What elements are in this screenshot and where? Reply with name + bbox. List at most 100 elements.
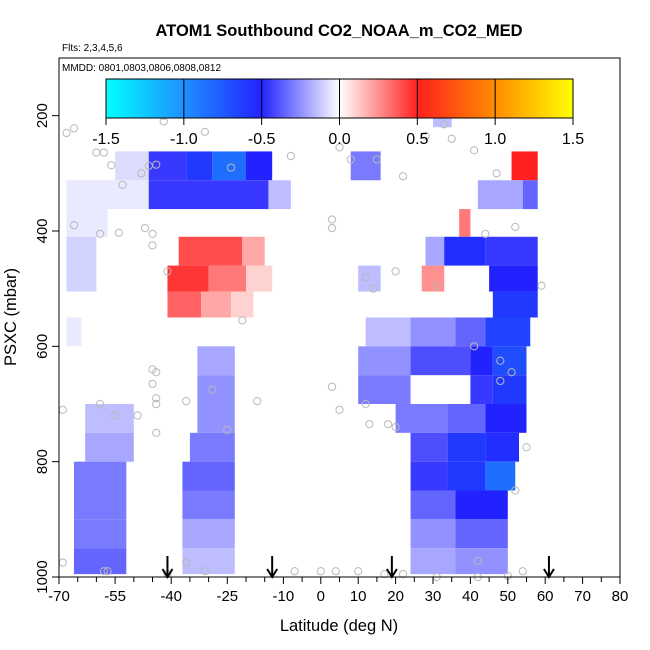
data-point [335, 405, 344, 414]
heatmap-cell [410, 461, 448, 491]
colorbar-tick-label: -0.5 [248, 131, 276, 148]
heatmap-cell [395, 404, 448, 433]
heatmap-cell [182, 519, 235, 549]
data-point [200, 127, 209, 136]
x-tick-label: 30 [425, 588, 442, 605]
heatmap-cell [455, 490, 508, 520]
data-point [238, 316, 247, 325]
heatmap-cell [178, 236, 243, 266]
heatmap-cell [268, 180, 291, 210]
data-point [365, 420, 374, 429]
heatmap-cell [197, 404, 235, 433]
x-tick-label: 70 [574, 588, 591, 605]
data-point [148, 241, 157, 250]
data-point [391, 422, 400, 432]
data-point [111, 411, 120, 420]
data-point [327, 224, 337, 233]
data-point [223, 425, 232, 435]
heatmap-cell [447, 404, 486, 433]
x-axis-label: Latitude (deg N) [280, 617, 398, 635]
data-point [99, 567, 108, 576]
heatmap-cell [410, 432, 448, 462]
heatmap-cell [358, 346, 411, 376]
x-tick-label: 80 [612, 588, 629, 605]
data-point [62, 128, 71, 138]
heatmap-cell [189, 432, 235, 462]
heatmap-cell [73, 490, 127, 520]
data-point [384, 420, 393, 429]
heatmap-cell [358, 375, 411, 404]
heatmap-cell [208, 265, 246, 292]
heatmap-cell [66, 317, 82, 347]
heatmap-cell [485, 432, 520, 462]
data-point [200, 567, 209, 576]
heatmap-cell [459, 209, 471, 237]
heatmap-cell [492, 291, 538, 318]
data-point [152, 160, 161, 169]
y-tick-label: 1000 [34, 560, 51, 593]
chart-title: ATOM1 Southbound CO2_NOAA_m_CO2_MED [155, 22, 522, 40]
data-point [496, 356, 505, 365]
heatmap-cell [522, 180, 538, 210]
heatmap-cell [66, 236, 97, 266]
y-tick-label: 600 [34, 334, 51, 359]
colorbar-tick-label: -1.0 [170, 131, 198, 148]
heatmap-cell [73, 461, 127, 491]
data-point [96, 229, 105, 238]
heatmap-cell [421, 265, 445, 292]
data-point [148, 229, 157, 238]
data-point [152, 368, 161, 377]
plot-area [58, 58, 620, 582]
data-point [226, 163, 236, 172]
data-point [335, 143, 344, 152]
data-point [492, 169, 501, 178]
x-tick-label: 10 [350, 588, 367, 605]
observation-points [58, 102, 546, 582]
data-point [208, 385, 217, 394]
heatmap-cell [201, 291, 232, 318]
colorbar-tick-label: 0.5 [406, 131, 428, 148]
data-point [398, 570, 408, 579]
data-point [107, 161, 116, 170]
heatmap-cell [410, 317, 456, 347]
heatmap-cell [365, 317, 411, 347]
heatmap-cell [197, 346, 235, 376]
data-point [96, 399, 105, 409]
heatmap-cell [492, 346, 527, 376]
x-tick-label: 50 [499, 588, 516, 605]
heatmap-cell [410, 346, 471, 376]
x-tick-label: -25 [216, 588, 238, 605]
heatmap-cell [246, 265, 273, 292]
heatmap-cell [66, 180, 149, 210]
data-point [511, 222, 520, 232]
data-point [148, 379, 157, 388]
data-point [331, 567, 340, 576]
heatmap-cell [470, 375, 493, 404]
x-tick-label: -10 [273, 588, 295, 605]
y-tick-label: 400 [34, 218, 51, 243]
heatmap-cell [115, 151, 149, 181]
heatmap-cell [477, 180, 523, 210]
data-point [182, 397, 191, 406]
data-point [118, 180, 127, 189]
heatmap-cell [455, 519, 508, 549]
data-point [69, 221, 79, 230]
data-point [537, 281, 546, 290]
data-point [140, 224, 150, 233]
data-point [99, 148, 108, 157]
data-point [69, 124, 79, 133]
data-point [518, 567, 527, 576]
x-tick-label: 0 [317, 588, 325, 605]
y-tick-label: 200 [34, 103, 51, 128]
data-point [473, 556, 482, 565]
heatmap-cell [66, 209, 108, 237]
heatmap-cell [167, 291, 202, 318]
data-point [470, 146, 479, 155]
data-point [421, 131, 430, 140]
data-point [152, 428, 161, 437]
data-point [103, 567, 112, 576]
heatmap-cell [85, 404, 134, 433]
heatmap-cell [73, 519, 127, 549]
x-tick-label: -70 [48, 588, 70, 605]
